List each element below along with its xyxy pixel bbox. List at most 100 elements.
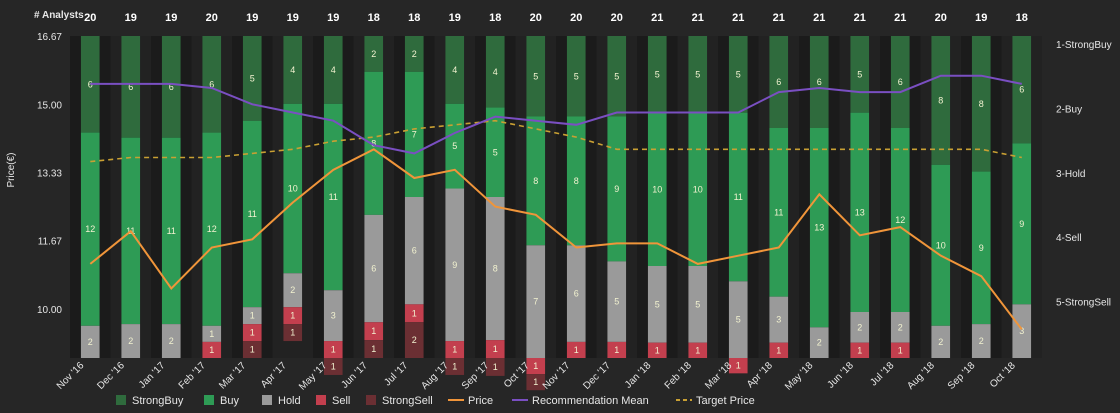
bar-value-label: 2 (128, 336, 133, 346)
bar-value-label: 1 (250, 328, 255, 338)
target-price-line (90, 119, 1022, 163)
bar-value-label: 6 (412, 246, 417, 256)
analyst-counts: 20 19 19 20 19 19 19 18 18 19 18 20 20 20 21 21 21 21 21 21… (84, 12, 1028, 24)
bar-value-label: 7 (412, 129, 417, 139)
bar-value-label: 2 (290, 285, 295, 295)
recommendation-level-label: 5-StrongSell (1056, 298, 1111, 309)
bar-strongbuy (485, 36, 505, 108)
bar-value-label: 4 (290, 65, 295, 75)
bar-hold (485, 197, 505, 341)
bar-buy (80, 132, 100, 326)
bar-strongbuy (971, 36, 991, 172)
bar-value-label: 2 (412, 49, 417, 59)
y-axis-ticks: 16.67 15.00 13.33 11.67 10.00 (37, 32, 62, 316)
bar-value-label: 2 (88, 337, 93, 347)
bar-hold (242, 307, 262, 325)
bar-value-label: 3 (1019, 326, 1024, 336)
bar-strongbuy (1012, 36, 1032, 144)
bar-hold (850, 312, 870, 343)
bar-strongsell (404, 322, 424, 358)
bar-strongbuy (931, 36, 951, 165)
bar-value-label: 2 (371, 49, 376, 59)
analyst-count: 20 (611, 12, 623, 24)
bar-hold (728, 281, 748, 358)
bar-sell (769, 342, 789, 358)
bar-sell (323, 341, 343, 358)
bar-value-label: 1 (776, 345, 781, 355)
bar-value-label: 5 (695, 299, 700, 309)
bar-value-label: 6 (128, 82, 133, 92)
bar-value-label: 1 (331, 345, 336, 355)
legend-label: Price (468, 395, 493, 407)
bar-value-label: 10 (288, 184, 298, 194)
bar-value-label: 5 (614, 71, 619, 81)
bar-value-label: 1 (857, 345, 862, 355)
bar-value-label: 1 (371, 326, 376, 336)
bar-value-label: 13 (855, 207, 865, 217)
analyst-count: 18 (408, 12, 420, 24)
y-tick-label: 13.33 (37, 169, 62, 180)
bar-hold (688, 266, 708, 343)
bar-hold (404, 197, 424, 305)
bar-value-label: 8 (371, 138, 376, 148)
bar-value-label: 1 (736, 361, 741, 371)
bar-value-label: 9 (614, 184, 619, 194)
bar-value-label: 13 (814, 223, 824, 233)
bar-buy (971, 171, 991, 325)
bar-strongbuy (526, 36, 546, 117)
bar-sell (890, 342, 910, 358)
recommendation-level-label: 4-Sell (1056, 233, 1082, 244)
bar-value-label: 6 (209, 79, 214, 89)
y-tick-label: 11.67 (38, 237, 63, 248)
analyst-count: 20 (935, 12, 947, 24)
bar-buy (931, 164, 951, 326)
bar-value-label: 7 (533, 297, 538, 307)
price-line (89, 148, 1023, 331)
bar-value-label: 9 (452, 260, 457, 270)
bar-value-label: 1 (695, 345, 700, 355)
analyst-count: 21 (894, 12, 906, 24)
bar-value-label: 1 (412, 308, 417, 318)
bar-value-label: 2 (938, 337, 943, 347)
legend-swatch (316, 395, 326, 405)
bar-value-label: 5 (736, 69, 741, 79)
recommendation-level-label: 3-Hold (1056, 169, 1085, 180)
bar-strongbuy (647, 36, 667, 113)
bar-strongsell (323, 358, 343, 375)
y-tick-label: 16.67 (37, 32, 62, 43)
bar-buy (323, 103, 343, 291)
bar-hold (364, 214, 384, 323)
bar-buy (728, 112, 748, 282)
analyst-count: 20 (206, 12, 218, 24)
bar-value-label: 5 (857, 69, 862, 79)
bar-hold (323, 290, 343, 342)
bar-value-label: 1 (452, 345, 457, 355)
bar-value-label: 6 (898, 77, 903, 87)
bar-value-label: 6 (88, 79, 93, 89)
bar-sell (526, 358, 546, 375)
bar-hold (890, 312, 910, 343)
bar-value-label: 8 (493, 264, 498, 274)
analyst-count: 21 (813, 12, 825, 24)
bar-strongsell (445, 358, 465, 375)
bar-buy (566, 116, 586, 246)
legend-label: Target Price (696, 395, 755, 407)
bar-hold (647, 266, 667, 343)
bar-value-label: 1 (371, 344, 376, 354)
bar-value-label: 3 (331, 311, 336, 321)
bar-hold (445, 188, 465, 342)
bar-sell (485, 340, 505, 358)
bar-strongbuy (607, 36, 627, 117)
bar-strongbuy (566, 36, 586, 117)
bar-hold (1012, 304, 1032, 358)
bar-sell (283, 307, 303, 325)
bar-buy (809, 128, 829, 328)
bar-strongbuy (202, 36, 222, 133)
bar-sell (607, 341, 627, 358)
legend-swatch (204, 395, 214, 405)
bar-value-label: 1 (209, 329, 214, 339)
y-axis-label: Price(€) (6, 152, 17, 187)
bar-strongbuy (769, 36, 789, 128)
bar-strongbuy (161, 36, 181, 138)
analyst-count: 19 (287, 12, 299, 24)
